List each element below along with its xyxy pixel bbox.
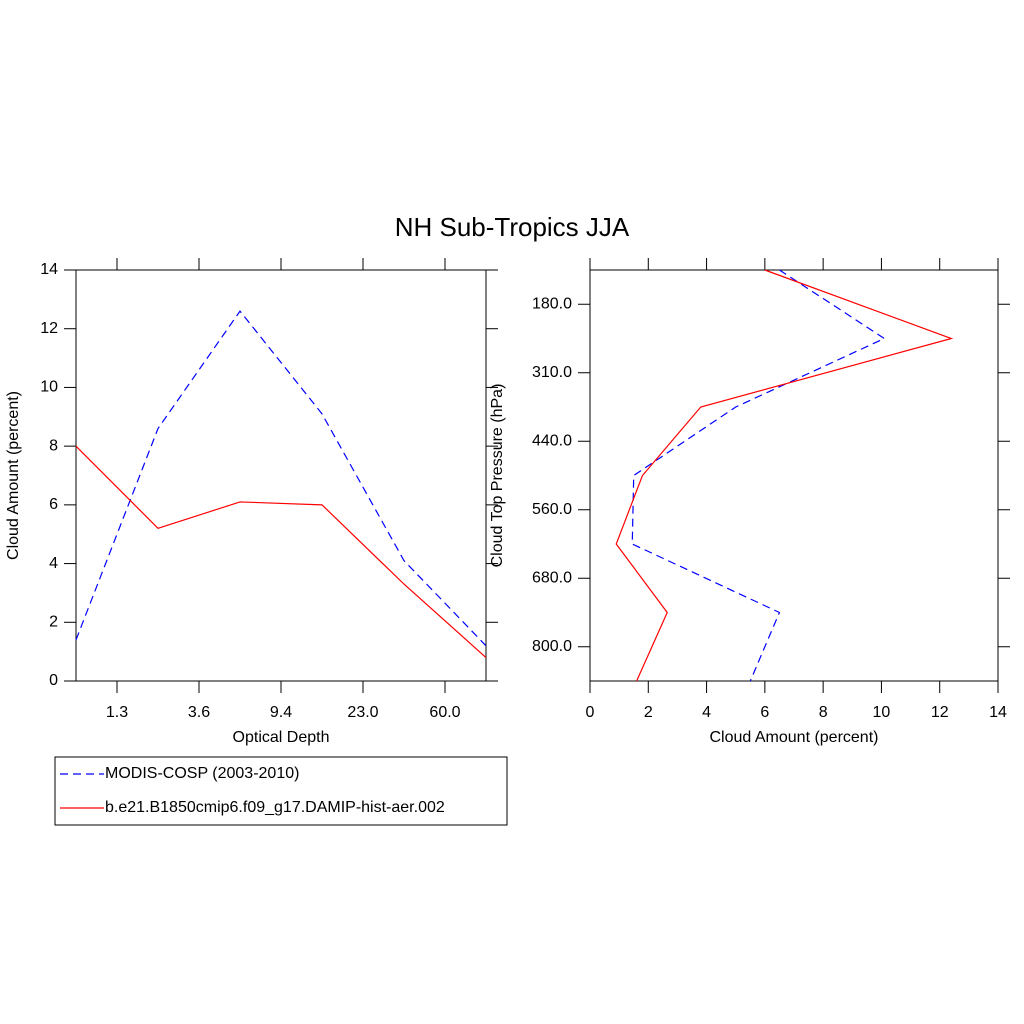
x-tick-label: 60.0: [429, 704, 460, 721]
y-tick-label: 12: [40, 320, 58, 337]
y-axis-title: Cloud Top Pressure (hPa): [489, 384, 506, 568]
plot-frame: [75, 269, 487, 682]
x-axis-title: Cloud Amount (percent): [710, 729, 879, 746]
y-tick-label: 2: [49, 614, 58, 631]
y-tick-label: 680.0: [532, 569, 572, 586]
y-tick-label: 14: [40, 261, 58, 278]
y-tick-label: 6: [49, 496, 58, 513]
y-axis-title: Cloud Amount (percent): [5, 391, 22, 560]
legend-label: b.e21.B1850cmip6.f09_g17.DAMIP-hist-aer.…: [105, 799, 445, 816]
y-tick-label: 440.0: [532, 432, 572, 449]
figure-title: NH Sub-Tropics JJA: [395, 212, 630, 242]
x-tick-label: 23.0: [347, 704, 378, 721]
y-tick-label: 800.0: [532, 638, 572, 655]
x-tick-label: 14: [989, 704, 1007, 721]
x-tick-label: 3.6: [188, 704, 210, 721]
x-tick-label: 0: [586, 704, 595, 721]
y-tick-label: 310.0: [532, 364, 572, 381]
plot-frame: [589, 269, 999, 682]
x-tick-label: 4: [702, 704, 711, 721]
y-tick-label: 10: [40, 379, 58, 396]
x-tick-label: 6: [760, 704, 769, 721]
x-tick-label: 10: [873, 704, 891, 721]
y-tick-label: 180.0: [532, 295, 572, 312]
data-line: [615, 269, 954, 682]
legend-label: MODIS-COSP (2003-2010): [105, 765, 299, 782]
data-line: [75, 445, 487, 658]
x-tick-label: 2: [644, 704, 653, 721]
x-tick-label: 9.4: [270, 704, 292, 721]
data-line: [75, 310, 487, 647]
x-tick-label: 12: [931, 704, 949, 721]
data-line: [631, 269, 886, 682]
y-tick-label: 4: [49, 555, 58, 572]
x-tick-label: 8: [819, 704, 828, 721]
y-tick-label: 560.0: [532, 501, 572, 518]
x-tick-label: 1.3: [106, 704, 128, 721]
legend-box: [54, 756, 508, 826]
x-axis-title: Optical Depth: [233, 729, 330, 746]
y-tick-label: 0: [49, 672, 58, 689]
y-tick-label: 8: [49, 437, 58, 454]
